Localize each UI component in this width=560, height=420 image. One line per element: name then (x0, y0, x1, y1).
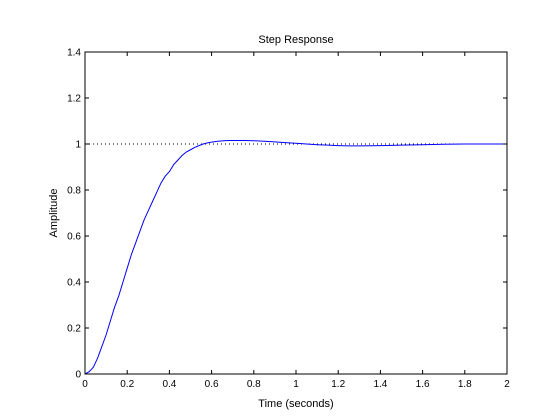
x-tick-label: 1.8 (458, 379, 472, 390)
y-tick-label: 0.4 (67, 278, 81, 289)
x-tick-label: 0 (82, 379, 88, 390)
plot-area (85, 52, 507, 374)
y-tick-label: 0.8 (67, 186, 81, 197)
x-tick-label: 1.4 (373, 379, 387, 390)
y-tick-label: 0 (75, 370, 81, 381)
series-line-0 (84, 140, 507, 375)
y-tick-label: 0.6 (67, 232, 81, 243)
x-tick-label: 0.8 (247, 379, 261, 390)
axes-box (84, 51, 508, 375)
x-tick-label: 0.6 (205, 379, 219, 390)
chart-title: Step Response (258, 34, 333, 46)
y-axis-label: Amplitude (48, 189, 60, 238)
y-tick-label: 1 (75, 140, 81, 151)
x-tick-label: 1 (293, 379, 299, 390)
x-tick-label: 0.4 (162, 379, 176, 390)
x-tick-label: 1.6 (416, 379, 430, 390)
y-tick-label: 1.2 (67, 94, 81, 105)
x-tick-label: 1.2 (331, 379, 345, 390)
y-tick-label: 0.2 (67, 324, 81, 335)
x-tick-label: 0.2 (120, 379, 134, 390)
x-axis-label: Time (seconds) (258, 398, 333, 410)
y-tick-label: 1.4 (67, 48, 81, 59)
tick-layer: 0 0.2 0.4 0.6 0.8 1 1.2 1.4 1.6 1.8 2 0 0.2 0.4 0.6 0.8… (67, 48, 510, 391)
x-tick-label: 2 (504, 379, 510, 390)
series-layer (84, 140, 507, 375)
